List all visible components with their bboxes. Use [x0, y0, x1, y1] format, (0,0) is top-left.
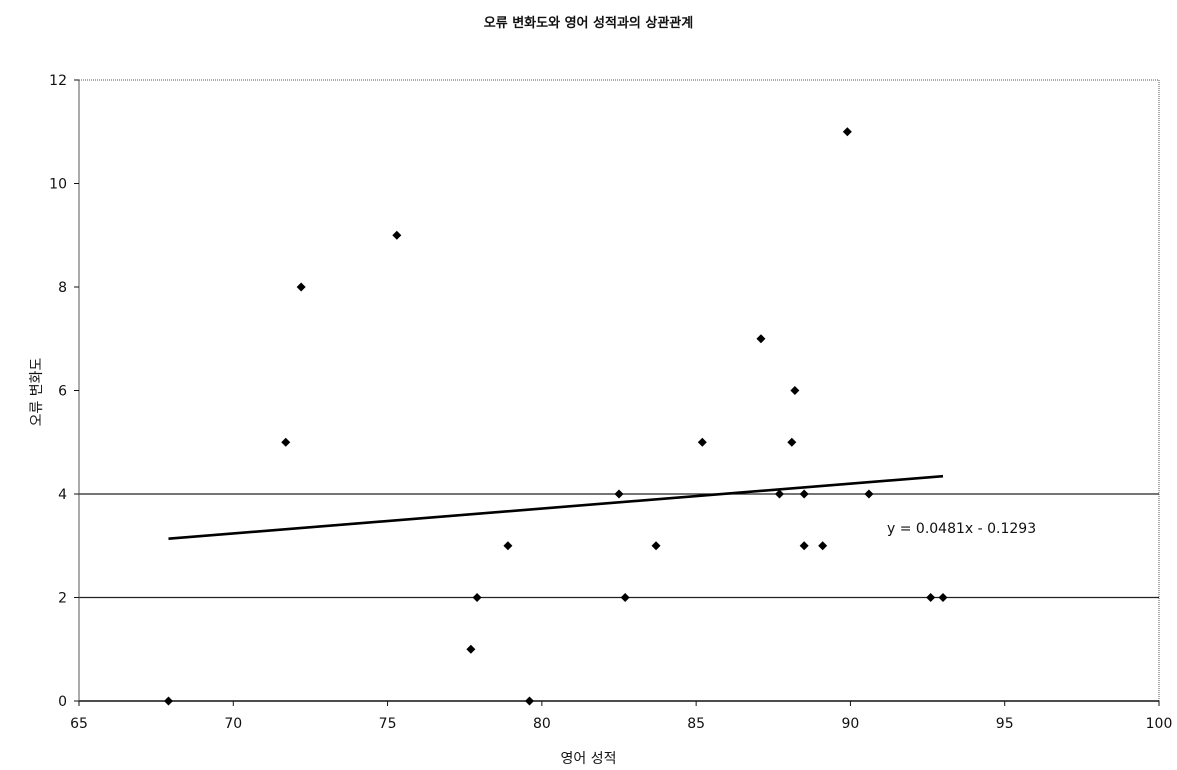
- x-tick-label-85: 85: [687, 716, 705, 732]
- data-point-20: [864, 489, 874, 499]
- x-tick-label-80: 80: [533, 716, 551, 732]
- data-point-19: [842, 127, 852, 137]
- x-tick-label-75: 75: [379, 716, 397, 732]
- y-tick-label-0: 0: [58, 694, 67, 710]
- x-tick-label-70: 70: [224, 716, 242, 732]
- y-tick-label-10: 10: [49, 177, 67, 193]
- y-tick-label-4: 4: [58, 487, 67, 503]
- data-point-13: [774, 489, 784, 499]
- data-point-22: [938, 593, 948, 602]
- data-point-0: [163, 696, 173, 706]
- plot-area-frame: [78, 79, 1160, 702]
- data-point-18: [818, 541, 828, 551]
- x-tick-label-65: 65: [70, 716, 88, 732]
- data-point-2: [296, 282, 306, 292]
- y-tick-label-2: 2: [58, 591, 67, 607]
- data-point-10: [651, 541, 661, 551]
- data-point-21: [926, 593, 936, 602]
- data-points: [163, 127, 948, 706]
- gridlines: [79, 493, 1159, 599]
- chart-title: 오류 변화도와 영어 성적과의 상관관계: [483, 16, 694, 31]
- data-point-7: [525, 696, 535, 706]
- trendline: [168, 474, 944, 540]
- trendline-equation: y = 0.0481x - 0.1293: [887, 521, 1036, 537]
- data-point-6: [503, 541, 513, 551]
- data-point-11: [697, 437, 707, 447]
- data-point-12: [756, 334, 766, 344]
- data-point-3: [392, 230, 402, 240]
- x-axis-label: 영어 성적: [560, 751, 617, 767]
- y-tick-label-6: 6: [58, 384, 67, 400]
- x-tick-label-95: 95: [996, 716, 1014, 732]
- data-point-8: [614, 489, 624, 499]
- y-tick-label-12: 12: [49, 73, 67, 89]
- data-point-16: [799, 541, 809, 551]
- data-point-14: [787, 437, 797, 447]
- data-point-17: [799, 489, 809, 499]
- data-point-9: [620, 593, 630, 602]
- axes: 65 70 75 80 85 90 95 100 0 2 4 6 8 10 12: [49, 73, 1172, 732]
- trendline-group: y = 0.0481x - 0.1293: [168, 474, 1036, 540]
- data-point-4: [466, 644, 476, 654]
- x-tick-label-90: 90: [842, 716, 860, 732]
- data-point-1: [281, 437, 291, 447]
- x-tick-label-100: 100: [1146, 716, 1173, 732]
- data-point-5: [472, 593, 482, 602]
- y-axis-label: 오류 변화도: [29, 357, 45, 427]
- data-point-15: [790, 386, 800, 395]
- y-tick-label-8: 8: [58, 280, 67, 296]
